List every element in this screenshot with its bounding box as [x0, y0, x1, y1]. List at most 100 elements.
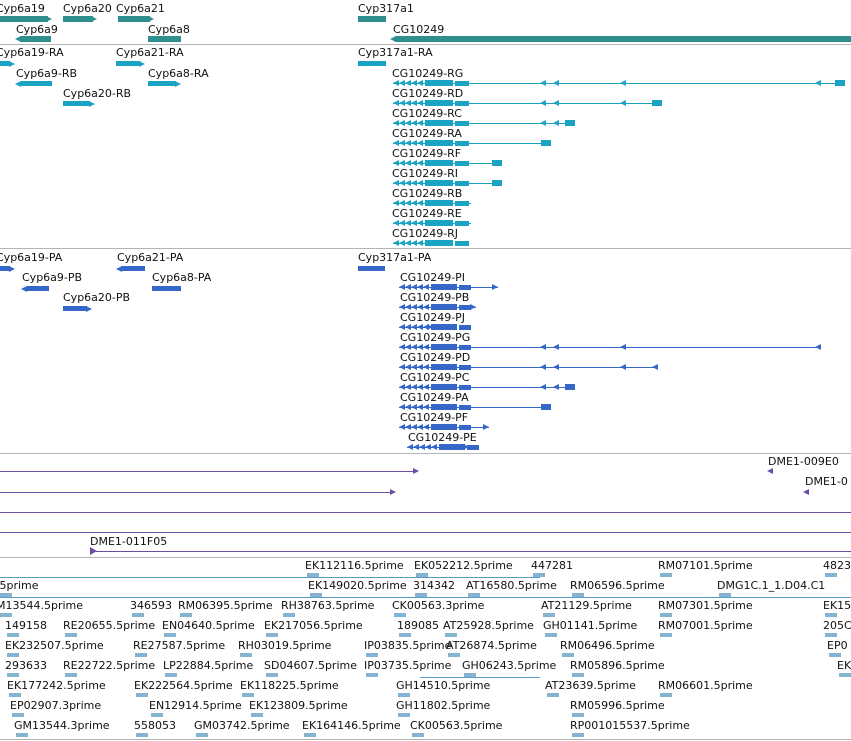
protein-cyp6a20-pb-bar[interactable]: [63, 306, 87, 311]
est-rm06496-5prime-label[interactable]: RM06496.5prime: [560, 639, 655, 652]
clone-dme1-011f05-label[interactable]: DME1-011F05: [90, 535, 168, 548]
est-ep02907-3prime-bar[interactable]: [12, 713, 24, 717]
mrna-cg10249-rd-exon[interactable]: [455, 101, 469, 106]
protein-cg10249-pc-label[interactable]: CG10249-PC: [400, 371, 470, 384]
est-ck00563-3prime-label[interactable]: CK00563.3prime: [392, 599, 485, 612]
est-gh11802-5prime-label[interactable]: GH11802.5prime: [396, 699, 491, 712]
est-ek112116-5prime-bar[interactable]: [307, 573, 319, 577]
est-4823-label[interactable]: 4823: [823, 559, 851, 572]
est-at23639-5prime-bar[interactable]: [547, 693, 559, 697]
gene-cyp6a20-bar[interactable]: [63, 16, 93, 22]
est-m13544-5prime-label[interactable]: M13544.5prime: [0, 599, 84, 612]
est-rm05896-5prime-label[interactable]: RM05896.5prime: [570, 659, 665, 672]
gene-cyp317a1-label[interactable]: Cyp317a1: [358, 2, 414, 15]
est-rm07301-5prime-label[interactable]: RM07301.5prime: [658, 599, 753, 612]
mrna-cg10249-rf-exon[interactable]: [425, 160, 453, 166]
est-447281-bar[interactable]: [533, 573, 545, 577]
mrna-cg10249-rc-exon[interactable]: [455, 121, 469, 126]
est-gm03742-5prime-bar[interactable]: [196, 733, 208, 737]
est-ek112116-5prime-label[interactable]: EK112116.5prime: [305, 559, 404, 572]
est-rm06596-5prime-label[interactable]: RM06596.5prime: [570, 579, 665, 592]
est-447281-label[interactable]: 447281: [531, 559, 573, 572]
est-ek232507-5prime-bar[interactable]: [7, 653, 19, 657]
protein-cg10249-pa-label[interactable]: CG10249-PA: [400, 391, 469, 404]
est-lp22884-5prime-label[interactable]: LP22884.5prime: [163, 659, 254, 672]
est-gm03742-5prime-label[interactable]: GM03742.5prime: [194, 719, 290, 732]
est-ek177242-5prime-label[interactable]: EK177242.5prime: [7, 679, 106, 692]
est-ek149020-5prime-bar[interactable]: [310, 593, 322, 597]
protein-cg10249-pd-label[interactable]: CG10249-PD: [400, 351, 471, 364]
protein-cg10249-pc-exon[interactable]: [431, 384, 457, 390]
protein-cg10249-pb-label[interactable]: CG10249-PB: [400, 291, 470, 304]
protein-cg10249-pg-exon[interactable]: [431, 344, 457, 350]
est-rm05896-5prime-bar[interactable]: [572, 673, 584, 677]
protein-cg10249-pg-exon[interactable]: [459, 345, 471, 350]
est-346593-label[interactable]: 346593: [130, 599, 172, 612]
mrna-cg10249-rb-exon[interactable]: [425, 200, 453, 206]
est-rp001015537-5prime-label[interactable]: RP001015537.5prime: [570, 719, 690, 732]
est-at26874-5prime-label[interactable]: AT26874.5prime: [446, 639, 537, 652]
protein-cg10249-pf-label[interactable]: CG10249-PF: [400, 411, 469, 424]
est-at21129-5prime-bar[interactable]: [543, 613, 555, 617]
mrna-cg10249-rd-label[interactable]: CG10249-RD: [392, 87, 464, 100]
est-ck00563-5prime-bar[interactable]: [412, 733, 424, 737]
est-ek123809-5prime-bar[interactable]: [251, 713, 263, 717]
protein-cg10249-pe-label[interactable]: CG10249-PE: [408, 431, 477, 444]
est-ek149020-5prime-label[interactable]: EK149020.5prime: [308, 579, 407, 592]
est-293633-label[interactable]: 293633: [5, 659, 47, 672]
protein-cg10249-pd-exon[interactable]: [431, 364, 457, 370]
protein-cyp6a19-pa-bar[interactable]: [0, 266, 10, 271]
est-314342-label[interactable]: 314342: [413, 579, 455, 592]
est-dmg1c-1-1-d04-c1-bar[interactable]: [719, 593, 731, 597]
mrna-cyp6a8-ra-bar[interactable]: [148, 81, 176, 86]
gene-cg10249-label[interactable]: CG10249: [393, 23, 445, 36]
mrna-cg10249-ri-exon[interactable]: [425, 180, 453, 186]
mrna-cg10249-re-exon[interactable]: [455, 221, 469, 226]
mrna-cg10249-rf-label[interactable]: CG10249-RF: [392, 147, 462, 160]
est-ek222564-5prime-label[interactable]: EK222564.5prime: [134, 679, 233, 692]
gene-cyp317a1-bar[interactable]: [358, 16, 386, 22]
mrna-cyp6a9-rb-label[interactable]: Cyp6a9-RB: [16, 67, 78, 80]
mrna-cyp317a1-ra-label[interactable]: Cyp317a1-RA: [358, 46, 433, 59]
mrna-cg10249-rg-exon[interactable]: [455, 81, 469, 86]
est-ek177242-5prime-bar[interactable]: [9, 693, 21, 697]
gene-cyp6a19-bar[interactable]: [0, 16, 48, 22]
gene-cyp6a20-label[interactable]: Cyp6a20: [63, 2, 112, 15]
est-rm06395-5prime-label[interactable]: RM06395.5prime: [178, 599, 273, 612]
protein-cyp6a8-pa-label[interactable]: Cyp6a8-PA: [152, 271, 212, 284]
protein-cg10249-pa-exon[interactable]: [431, 404, 457, 410]
protein-cyp6a21-pa-bar[interactable]: [122, 266, 145, 271]
gene-cg10249-bar[interactable]: [395, 36, 851, 42]
gene-cyp6a21-label[interactable]: Cyp6a21: [116, 2, 165, 15]
est-rh38763-5prime-bar[interactable]: [283, 613, 295, 617]
est-ek222564-5prime-bar[interactable]: [136, 693, 148, 697]
est-ek118225-5prime-label[interactable]: EK118225.5prime: [240, 679, 339, 692]
protein-cyp6a8-pa-bar[interactable]: [152, 286, 181, 291]
est-rh38763-5prime-label[interactable]: RH38763.5prime: [281, 599, 375, 612]
protein-cyp6a20-pb-label[interactable]: Cyp6a20-PB: [63, 291, 131, 304]
mrna-cyp6a9-rb-bar[interactable]: [21, 81, 52, 86]
est-4823-bar[interactable]: [825, 573, 837, 577]
est-rh03019-5prime-bar[interactable]: [240, 653, 252, 657]
est-gm13544-3prime-label[interactable]: GM13544.3prime: [14, 719, 110, 732]
est-rh03019-5prime-label[interactable]: RH03019.5prime: [238, 639, 332, 652]
est-149158-bar[interactable]: [7, 633, 19, 637]
est-re20655-5prime-bar[interactable]: [65, 633, 77, 637]
est-re22722-5prime-bar[interactable]: [65, 673, 77, 677]
est-rm06601-5prime-bar[interactable]: [660, 693, 672, 697]
mrna-cyp6a20-rb-label[interactable]: Cyp6a20-RB: [63, 87, 132, 100]
mrna-cg10249-rb-exon[interactable]: [455, 201, 469, 206]
est-sd04607-5prime-bar[interactable]: [266, 673, 278, 677]
protein-cg10249-pb-exon[interactable]: [431, 304, 457, 310]
est-re20655-5prime-label[interactable]: RE20655.5prime: [63, 619, 156, 632]
protein-cg10249-pc-exon[interactable]: [459, 385, 471, 390]
mrna-cg10249-re-exon[interactable]: [425, 220, 453, 226]
est-gh06243-5prime-bar[interactable]: [464, 673, 476, 677]
est-ek118225-5prime-bar[interactable]: [242, 693, 254, 697]
est-at26874-5prime-bar[interactable]: [448, 653, 460, 657]
gene-cyp6a9-label[interactable]: Cyp6a9: [16, 23, 58, 36]
mrna-cyp6a21-ra-label[interactable]: Cyp6a21-RA: [116, 46, 184, 59]
est-re22722-5prime-label[interactable]: RE22722.5prime: [63, 659, 156, 672]
est-ck00563-3prime-bar[interactable]: [394, 613, 406, 617]
est-gm13544-3prime-bar[interactable]: [16, 733, 28, 737]
